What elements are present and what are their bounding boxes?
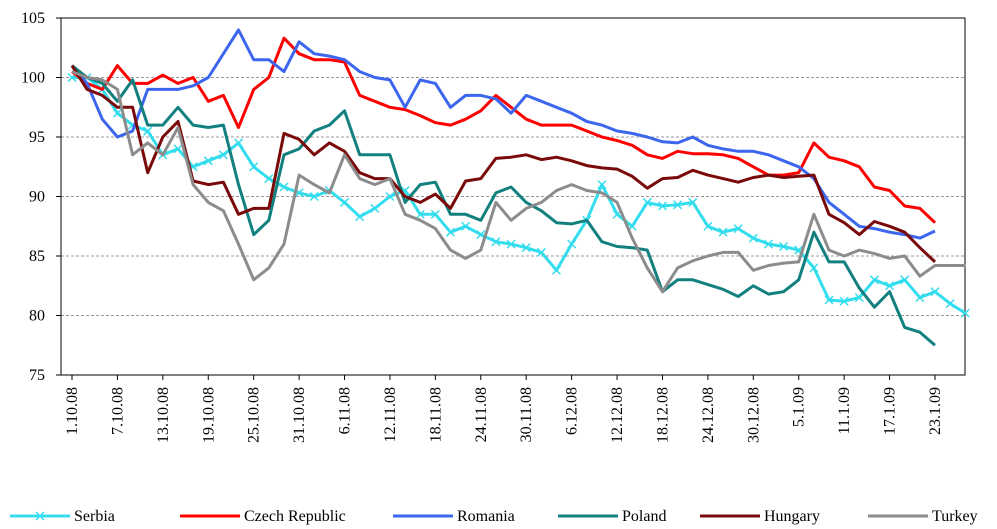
x-tick-label: 18.11.08 <box>427 387 444 442</box>
marker <box>567 239 577 249</box>
x-tick-label: 12.11.08 <box>382 387 399 442</box>
y-tick-label: 85 <box>29 248 45 265</box>
marker <box>339 197 350 207</box>
marker <box>551 265 562 275</box>
legend-label: Serbia <box>74 508 115 525</box>
marker <box>642 197 652 207</box>
marker <box>763 239 773 249</box>
marker <box>461 221 471 231</box>
series-line <box>71 70 966 294</box>
marker <box>536 247 546 257</box>
marker <box>234 138 244 148</box>
marker <box>506 239 516 249</box>
marker <box>703 221 713 231</box>
y-tick-label: 90 <box>29 189 45 206</box>
y-tick-label: 75 <box>29 367 45 384</box>
marker <box>249 162 259 172</box>
marker <box>370 203 380 213</box>
x-tick-label: 23.1.09 <box>927 387 944 435</box>
y-tick-label: 100 <box>21 70 45 87</box>
x-tick-label: 13.10.08 <box>155 387 172 443</box>
legend-label: Romania <box>457 508 515 525</box>
marker <box>733 224 743 234</box>
marker <box>824 295 834 305</box>
marker <box>673 200 683 210</box>
x-tick-label: 11.1.09 <box>836 387 853 434</box>
marker <box>218 150 228 160</box>
x-tick-label: 6.11.08 <box>337 387 354 434</box>
marker <box>945 299 955 309</box>
x-tick-label: 5.1.09 <box>791 387 808 427</box>
x-tick-label: 1.10.08 <box>64 387 81 435</box>
marker <box>718 227 728 237</box>
marker <box>385 191 395 202</box>
x-tick-label: 31.10.08 <box>291 387 308 443</box>
marker <box>203 156 213 166</box>
x-tick-label: 25.10.08 <box>246 387 263 443</box>
marker <box>143 126 153 136</box>
marker <box>885 281 895 291</box>
series-line <box>70 64 937 263</box>
marker <box>415 209 425 219</box>
x-tick-label: 17.1.09 <box>882 387 899 435</box>
series-line <box>71 36 937 224</box>
x-tick-label: 18.12.08 <box>654 387 671 443</box>
marker <box>915 293 925 303</box>
marker <box>657 201 668 211</box>
legend-marker <box>35 511 45 521</box>
plot-frame <box>60 17 966 376</box>
marker <box>809 263 819 273</box>
legend-label: Hungary <box>764 508 820 525</box>
x-tick-label: 6.12.08 <box>564 387 581 435</box>
marker <box>930 287 940 297</box>
legend-label: Poland <box>622 508 666 525</box>
marker <box>112 108 122 118</box>
x-tick-label: 24.11.08 <box>473 387 490 442</box>
marker <box>960 308 970 318</box>
marker <box>748 233 758 243</box>
y-tick-label: 95 <box>29 129 45 146</box>
x-tick-label: 24.12.08 <box>700 387 717 443</box>
x-tick-label: 30.12.08 <box>745 387 762 443</box>
marker <box>688 197 698 207</box>
x-tick-label: 12.12.08 <box>609 387 626 443</box>
marker <box>854 293 864 303</box>
x-tick-label: 30.11.08 <box>518 387 535 442</box>
legend-label: Turkey <box>932 508 978 525</box>
marker <box>355 212 365 222</box>
series-line <box>71 64 936 347</box>
marker <box>173 144 183 154</box>
marker <box>264 174 274 184</box>
legend-label: Czech Republic <box>244 508 346 525</box>
marker <box>445 227 456 237</box>
y-tick-label: 80 <box>29 308 45 325</box>
marker <box>779 241 789 252</box>
marker <box>309 191 319 202</box>
marker <box>900 275 910 285</box>
marker <box>597 180 607 190</box>
marker <box>279 182 289 192</box>
y-tick-label: 105 <box>21 10 45 27</box>
x-tick-label: 7.10.08 <box>109 387 126 435</box>
marker <box>491 237 501 247</box>
x-tick-label: 19.10.08 <box>200 387 217 443</box>
marker <box>869 275 879 285</box>
series-line <box>72 76 967 315</box>
series-line <box>70 28 936 240</box>
marker <box>839 296 849 306</box>
marker <box>521 243 531 253</box>
marker <box>430 209 440 219</box>
